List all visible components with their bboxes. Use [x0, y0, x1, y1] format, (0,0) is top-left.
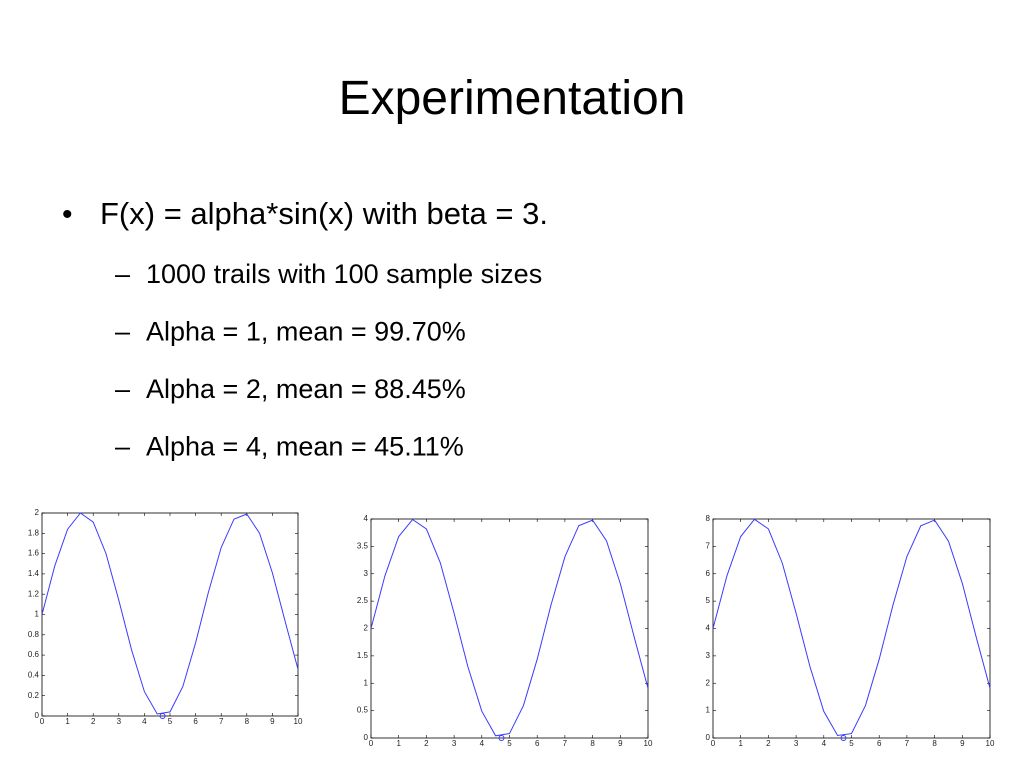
- x-tick-label: 7: [563, 739, 568, 748]
- x-tick-label: 9: [618, 739, 623, 748]
- axes-box: [712, 518, 991, 739]
- x-tick-label: 4: [142, 717, 147, 726]
- x-tick-label: 3: [452, 739, 457, 748]
- plot: 0 1 2 3 4 5 6 7 8 9 10 0 0.2 0.4 0.6 0.8 1 1.2 1.4 1.6 1.8 2: [28, 508, 303, 726]
- y-tick-label: 2: [35, 508, 40, 517]
- y-tick-label: 2: [706, 678, 711, 687]
- y-tick-label: 2.5: [357, 596, 369, 605]
- point-marker: [498, 735, 505, 741]
- y-tick-label: 3.5: [357, 541, 369, 550]
- x-tick-label: 4: [480, 739, 485, 748]
- x-tick-label: 5: [168, 717, 173, 726]
- x-tick-label: 4: [822, 739, 827, 748]
- x-tick-label: 2: [766, 739, 771, 748]
- sub-bullet-marker: –: [115, 317, 130, 347]
- x-tick-label: 9: [270, 717, 275, 726]
- sub-bullet-marker: –: [115, 432, 130, 462]
- y-tick-label: 1.8: [28, 528, 40, 537]
- y-tick-label: 0.5: [357, 706, 369, 715]
- y-tick-label: 6: [706, 569, 711, 578]
- x-tick-label: 2: [424, 739, 429, 748]
- point-marker: [159, 713, 166, 719]
- x-tick-label: 0: [369, 739, 374, 748]
- slide-title: Experimentation: [339, 72, 686, 125]
- sub-bullets: –1000 trails with 100 sample sizes– Alpha…: [115, 259, 542, 462]
- x-tick-label: 10: [294, 717, 303, 726]
- charts: 0 1 2 3 4 5 6 7 8 9 1000.20.40.60.811.21.41.61.820…: [28, 508, 995, 748]
- x-tick-label: 9: [960, 739, 965, 748]
- x-tick-label: 8: [245, 717, 250, 726]
- sub-bullet: 1000 trails with 100 sample sizes: [146, 259, 542, 289]
- x-tick-label: 3: [794, 739, 799, 748]
- axes-box: [41, 512, 299, 717]
- x-tick-label: 6: [193, 717, 198, 726]
- y-tick-label: 0: [706, 733, 711, 742]
- x-tick-label: 0: [40, 717, 45, 726]
- line-series: [41, 512, 299, 715]
- y-tick-label: 1.5: [357, 651, 369, 660]
- y-tick-label: 0.6: [28, 650, 40, 659]
- y-tick-label: 2: [364, 624, 369, 633]
- x-tick-label: 6: [877, 739, 882, 748]
- y-tick-label: 3: [706, 651, 711, 660]
- sub-bullet-marker: –: [115, 374, 130, 404]
- x-tick-label: 7: [219, 717, 224, 726]
- y-tick-label: 0.8: [28, 630, 40, 639]
- point-marker: [840, 735, 847, 741]
- x-tick-label: 10: [986, 739, 995, 748]
- sub-bullet: Alpha = 4, mean = 45.11%: [146, 432, 464, 462]
- sub-bullet: Alpha = 1, mean = 99.70%: [146, 317, 466, 347]
- plot: 0 1 2 3 4 5 6 7 8 9 10 0 1 2 3 4 5 6 7 8: [706, 514, 995, 748]
- bullet-marker: •: [62, 198, 73, 231]
- x-tick-label: 1: [396, 739, 401, 748]
- x-tick-label: 1: [65, 717, 70, 726]
- y-tick-label: 1.4: [28, 569, 40, 578]
- y-tick-label: 1: [364, 678, 369, 687]
- x-tick-label: 1: [738, 739, 743, 748]
- x-tick-label: 5: [849, 739, 854, 748]
- sub-bullet-marker: –: [115, 259, 130, 289]
- y-tick-label: 1: [706, 706, 711, 715]
- y-tick-label: 7: [706, 541, 711, 550]
- plot: 0 1 2 3 4 5 6 7 8 9 10 0 0.5 1 1.5 2 2.5 3 3.5 4: [357, 514, 653, 748]
- line-series: [370, 518, 649, 737]
- x-tick-label: 6: [535, 739, 540, 748]
- y-tick-label: 1.6: [28, 549, 40, 558]
- axes-box: [370, 518, 649, 739]
- x-tick-label: 8: [932, 739, 937, 748]
- y-tick-label: 4: [364, 514, 369, 523]
- y-tick-label: 3: [364, 569, 369, 578]
- y-tick-label: 8: [706, 514, 711, 523]
- y-tick-label: 1.2: [28, 589, 40, 598]
- x-tick-label: 10: [644, 739, 653, 748]
- x-tick-label: 2: [91, 717, 96, 726]
- y-tick-label: 5: [706, 596, 711, 605]
- x-tick-label: 7: [905, 739, 910, 748]
- y-tick-label: 1: [35, 610, 40, 619]
- bullet: F(x) = alpha*sin(x) with beta = 3.: [100, 196, 548, 231]
- y-tick-label: 0.4: [28, 671, 40, 680]
- y-tick-label: 0: [364, 733, 369, 742]
- y-tick-label: 0: [35, 711, 40, 720]
- x-tick-label: 0: [711, 739, 716, 748]
- x-tick-label: 5: [507, 739, 512, 748]
- sub-bullet: Alpha = 2, mean = 88.45%: [146, 374, 466, 404]
- y-tick-label: 0.2: [28, 691, 40, 700]
- x-tick-label: 3: [117, 717, 122, 726]
- y-tick-label: 4: [706, 624, 711, 633]
- line-series: [712, 518, 991, 737]
- x-tick-label: 8: [590, 739, 595, 748]
